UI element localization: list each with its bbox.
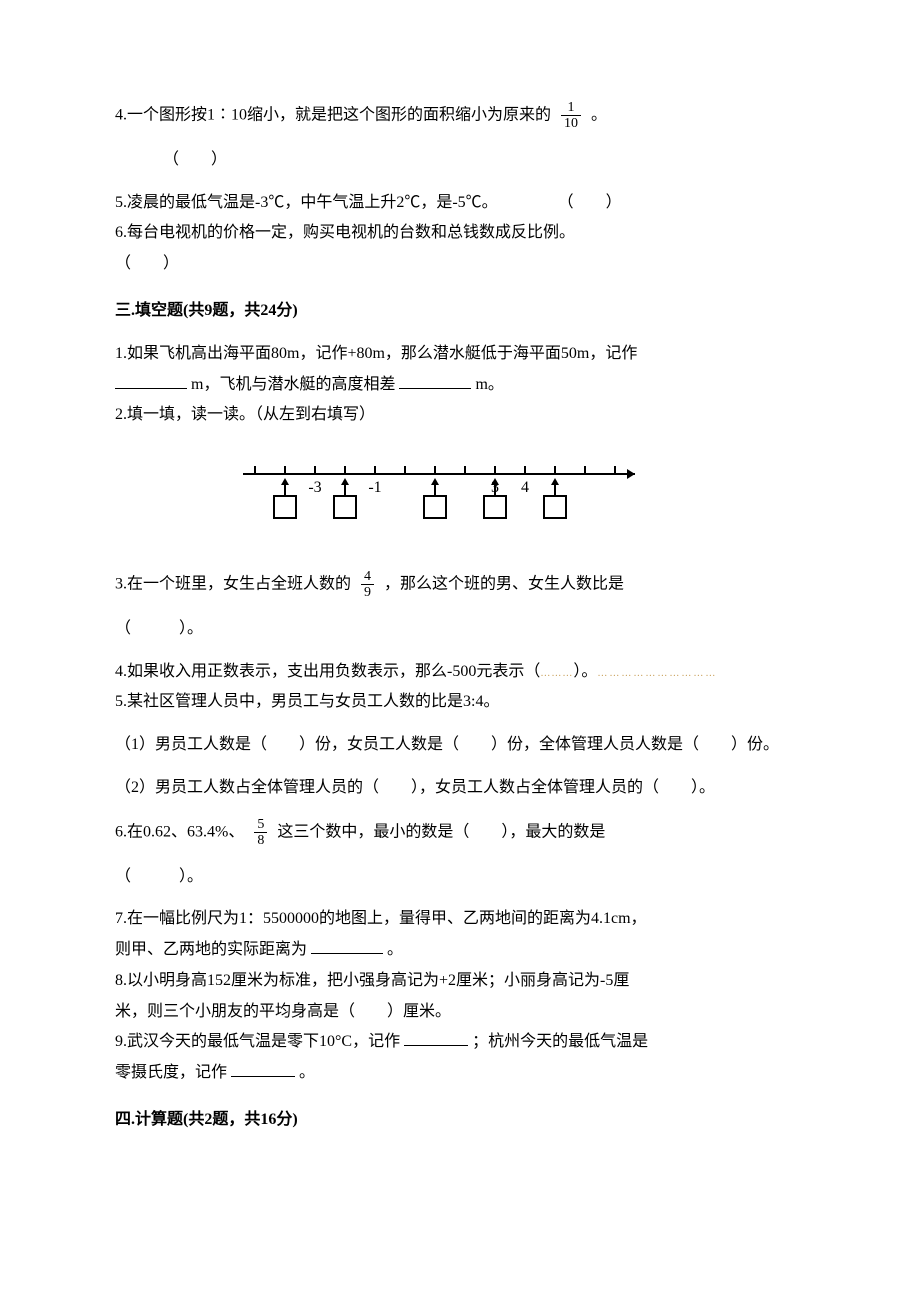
- q4-bracket[interactable]: （ ）: [163, 151, 227, 168]
- blank-input[interactable]: [311, 938, 383, 954]
- fill-q4: 4.如果收入用正数表示，支出用负数表示，那么-500元表示（………）。………………: [115, 658, 805, 687]
- blank-input[interactable]: [399, 373, 471, 389]
- q6-bracket-line: （ ）: [115, 250, 805, 279]
- s3q4-after: ）。: [573, 663, 597, 680]
- s3q3-before: 3.在一个班里，女生占全班人数的: [115, 576, 351, 593]
- fill-q9-line2: 零摄氏度，记作 。: [115, 1059, 805, 1088]
- section4-heading: 四.计算题(共2题，共16分): [115, 1106, 805, 1135]
- s3q4-before: 4.如果收入用正数表示，支出用负数表示，那么-500元表示（: [115, 663, 540, 680]
- fraction-den: 10: [561, 116, 581, 131]
- s3q1-a: 1.如果飞机高出海平面80m，记作+80m，那么潜水艇低于海平面50m，记作: [115, 345, 637, 362]
- dots-trailing: …………………………: [597, 668, 717, 679]
- s3q3-line2[interactable]: （ ）。: [115, 620, 203, 637]
- tf-question-5: 5.凌晨的最低气温是-3℃，中午气温上升2℃，是-5℃。 （ ）: [115, 189, 805, 218]
- fill-q9-line1: 9.武汉今天的最低气温是零下10°C，记作 ；杭州今天的最低气温是: [115, 1028, 805, 1057]
- q6-bracket[interactable]: （ ）: [115, 255, 179, 272]
- fraction-4-9: 4 9: [361, 569, 374, 601]
- dots-inner: ………: [540, 668, 573, 679]
- numberline-figure: -3-134: [235, 444, 805, 541]
- q5-bracket[interactable]: （ ）: [558, 194, 622, 211]
- blank-input[interactable]: [404, 1030, 468, 1046]
- s3q6-before: 6.在0.62、63.4%、: [115, 823, 244, 840]
- q4-text-after: 。: [591, 107, 607, 124]
- s3q6-after: 这三个数中，最小的数是（ ），最大的数是: [277, 823, 605, 840]
- svg-text:4: 4: [521, 479, 529, 496]
- fraction-num: 1: [561, 100, 581, 116]
- section3-heading: 三.填空题(共9题，共24分): [115, 297, 805, 326]
- s3q7-b: 。: [387, 941, 403, 958]
- q5-text: 5.凌晨的最低气温是-3℃，中午气温上升2℃，是-5℃。: [115, 194, 498, 211]
- s3q9-2b: 。: [299, 1064, 315, 1081]
- s3q7-a: 则甲、乙两地的实际距离为: [115, 941, 307, 958]
- svg-text:-1: -1: [368, 479, 381, 496]
- fill-q7-line2: 则甲、乙两地的实际距离为 。: [115, 936, 805, 965]
- numberline-svg: -3-134: [235, 444, 655, 530]
- fraction-1-10: 1 10: [561, 100, 581, 132]
- q6-text: 6.每台电视机的价格一定，购买电视机的台数和总钱数成反比例。: [115, 224, 575, 241]
- fill-q1-line2: m，飞机与潜水艇的高度相差 m。: [115, 371, 805, 400]
- svg-text:-3: -3: [308, 479, 321, 496]
- fill-q6-line2: （ ）。: [115, 863, 805, 892]
- tf-question-4: 4.一个图形按1∶10缩小，就是把这个图形的面积缩小为原来的 1 10 。: [115, 100, 805, 132]
- fill-q3-line2: （ ）。: [115, 615, 805, 644]
- q4-text-before: 4.一个图形按1∶10缩小，就是把这个图形的面积缩小为原来的: [115, 107, 551, 124]
- q4-bracket-line: （ ）: [163, 146, 805, 175]
- fill-q3: 3.在一个班里，女生占全班人数的 4 9 ，那么这个班的男、女生人数比是: [115, 569, 805, 601]
- fill-q8-line1: 8.以小明身高152厘米为标准，把小强身高记为+2厘米；小丽身高记为-5厘: [115, 967, 805, 996]
- fill-q5: 5.某社区管理人员中，男员工与女员工人数的比是3:4。: [115, 688, 805, 717]
- fill-q2-text: 2.填一填，读一读。（从左到右填写）: [115, 401, 805, 430]
- fraction-num: 4: [361, 569, 374, 585]
- fill-q6: 6.在0.62、63.4%、 5 8 这三个数中，最小的数是（ ），最大的数是: [115, 817, 805, 849]
- s3q1-c: m。: [475, 376, 503, 393]
- s3q6-line2[interactable]: （ ）。: [115, 868, 203, 885]
- fill-q7-line1: 7.在一幅比例尺为1：5500000的地图上，量得甲、乙两地间的距离为4.1cm…: [115, 905, 805, 934]
- fill-q5-p2: （2）男员工人数占全体管理人员的（ ），女员工人数占全体管理人员的（ ）。: [115, 774, 805, 803]
- s3q9-b: ；杭州今天的最低气温是: [472, 1033, 648, 1050]
- fraction-num: 5: [254, 817, 267, 833]
- s3q9-2a: 零摄氏度，记作: [115, 1064, 227, 1081]
- fraction-den: 9: [361, 585, 374, 600]
- fill-q1: 1.如果飞机高出海平面80m，记作+80m，那么潜水艇低于海平面50m，记作: [115, 340, 805, 369]
- s3q9-a: 9.武汉今天的最低气温是零下10°C，记作: [115, 1033, 400, 1050]
- s3q1-b: m，飞机与潜水艇的高度相差: [191, 376, 395, 393]
- s3q3-after: ，那么这个班的男、女生人数比是: [384, 576, 624, 593]
- fill-q8-line2: 米，则三个小朋友的平均身高是（ ）厘米。: [115, 998, 805, 1027]
- blank-input[interactable]: [115, 373, 187, 389]
- fill-q5-p1: （1）男员工人数是（ ）份，女员工人数是（ ）份，全体管理人员人数是（ ）份。: [115, 731, 805, 760]
- blank-input[interactable]: [231, 1061, 295, 1077]
- tf-question-6: 6.每台电视机的价格一定，购买电视机的台数和总钱数成反比例。: [115, 219, 805, 248]
- fraction-den: 8: [254, 833, 267, 848]
- fraction-5-8: 5 8: [254, 817, 267, 849]
